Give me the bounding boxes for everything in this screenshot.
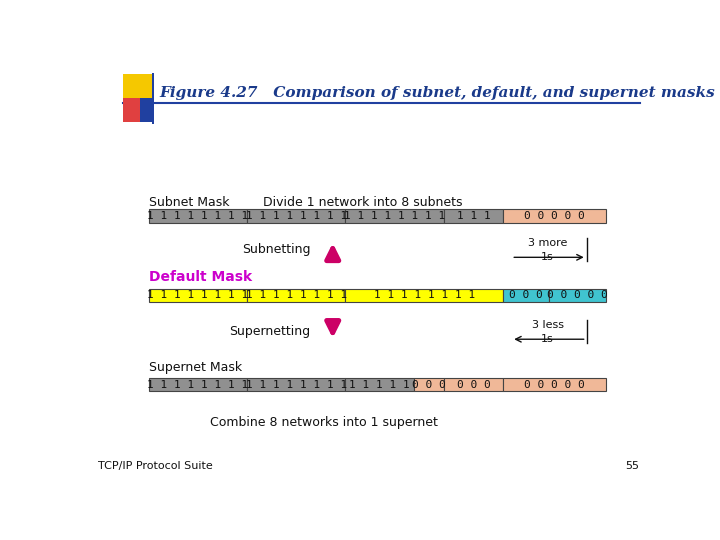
Bar xyxy=(503,288,549,302)
Bar xyxy=(346,210,444,223)
Text: 0 0 0: 0 0 0 xyxy=(509,290,543,300)
Text: TCP/IP Protocol Suite: TCP/IP Protocol Suite xyxy=(99,462,213,471)
Bar xyxy=(247,288,346,302)
Bar xyxy=(346,378,414,391)
Bar xyxy=(503,210,606,223)
Bar xyxy=(247,378,346,391)
Text: Figure 4.27   Comparison of subnet, default, and supernet masks: Figure 4.27 Comparison of subnet, defaul… xyxy=(160,86,716,100)
Text: Subnetting: Subnetting xyxy=(242,244,310,256)
Bar xyxy=(152,73,154,124)
Text: 1 1 1 1 1 1 1 1: 1 1 1 1 1 1 1 1 xyxy=(147,380,248,389)
Bar xyxy=(140,98,153,122)
Text: 3 less: 3 less xyxy=(531,320,564,330)
Text: 0 0 0: 0 0 0 xyxy=(412,380,446,389)
Text: 1 1 1 1 1 1 1 1: 1 1 1 1 1 1 1 1 xyxy=(246,290,347,300)
Text: 3 more: 3 more xyxy=(528,238,567,248)
Bar xyxy=(148,210,247,223)
Text: 1s: 1s xyxy=(541,334,554,344)
Text: 0 0 0 0 0: 0 0 0 0 0 xyxy=(524,211,585,221)
Text: 1 1 1 1 1 1 1 1: 1 1 1 1 1 1 1 1 xyxy=(246,211,347,221)
Text: 1 1 1 1 1: 1 1 1 1 1 xyxy=(349,380,410,389)
Text: Divide 1 network into 8 subnets: Divide 1 network into 8 subnets xyxy=(263,195,462,208)
Bar xyxy=(148,378,247,391)
Bar xyxy=(124,98,140,122)
Text: Supernet Mask: Supernet Mask xyxy=(148,361,242,374)
Text: 1s: 1s xyxy=(541,252,554,262)
Text: 0 0 0 0 0: 0 0 0 0 0 xyxy=(524,380,585,389)
Text: 0 0 0: 0 0 0 xyxy=(456,380,490,389)
Bar xyxy=(414,378,444,391)
Text: 1 1 1 1 1 1 1 1: 1 1 1 1 1 1 1 1 xyxy=(344,211,445,221)
Text: Subnet Mask: Subnet Mask xyxy=(148,195,229,208)
Bar xyxy=(148,288,247,302)
Text: 0 0 0 0 0: 0 0 0 0 0 xyxy=(547,290,608,300)
Text: 1 1 1 1 1 1 1 1: 1 1 1 1 1 1 1 1 xyxy=(147,211,248,221)
Text: Default Mask: Default Mask xyxy=(148,270,252,284)
Bar xyxy=(549,288,606,302)
Bar xyxy=(247,210,346,223)
Bar xyxy=(124,74,153,98)
Bar xyxy=(346,288,503,302)
Text: 1 1 1 1 1 1 1 1: 1 1 1 1 1 1 1 1 xyxy=(147,290,248,300)
Bar xyxy=(444,210,503,223)
Text: Supernetting: Supernetting xyxy=(229,325,310,338)
Text: 1 1 1 1 1 1 1 1: 1 1 1 1 1 1 1 1 xyxy=(246,380,347,389)
Text: Combine 8 networks into 1 supernet: Combine 8 networks into 1 supernet xyxy=(210,416,438,429)
Text: 1 1 1: 1 1 1 xyxy=(456,211,490,221)
Bar xyxy=(444,378,503,391)
Text: 55: 55 xyxy=(626,462,639,471)
Text: 1 1 1 1 1 1 1 1: 1 1 1 1 1 1 1 1 xyxy=(374,290,475,300)
Bar xyxy=(503,378,606,391)
